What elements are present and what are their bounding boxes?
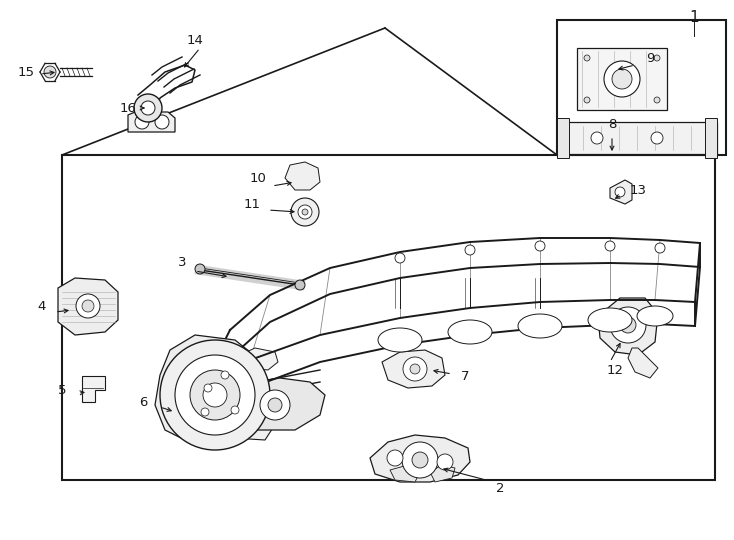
Circle shape	[260, 390, 290, 420]
Ellipse shape	[448, 320, 492, 344]
PathPatch shape	[200, 300, 695, 390]
Polygon shape	[430, 465, 455, 482]
Polygon shape	[370, 435, 470, 482]
Circle shape	[402, 442, 438, 478]
Polygon shape	[598, 298, 658, 355]
Ellipse shape	[588, 308, 632, 332]
Circle shape	[221, 371, 229, 379]
Polygon shape	[285, 162, 320, 190]
Circle shape	[403, 357, 427, 381]
Circle shape	[655, 243, 665, 253]
Circle shape	[654, 97, 660, 103]
Circle shape	[610, 307, 646, 343]
Bar	[557, 20, 726, 155]
Circle shape	[412, 452, 428, 468]
Circle shape	[268, 398, 282, 412]
Polygon shape	[175, 408, 278, 440]
Bar	[705, 118, 717, 158]
Circle shape	[134, 94, 162, 122]
Circle shape	[604, 61, 640, 97]
Text: 11: 11	[244, 199, 261, 212]
Polygon shape	[155, 335, 265, 445]
Circle shape	[201, 408, 209, 416]
Circle shape	[291, 198, 319, 226]
Polygon shape	[557, 122, 717, 154]
Circle shape	[605, 241, 615, 251]
Circle shape	[141, 101, 155, 115]
Polygon shape	[58, 278, 118, 335]
Polygon shape	[577, 48, 667, 110]
Circle shape	[387, 450, 403, 466]
Polygon shape	[225, 378, 325, 430]
Text: 8: 8	[608, 118, 616, 131]
Circle shape	[76, 294, 100, 318]
PathPatch shape	[230, 238, 700, 330]
Circle shape	[395, 253, 405, 263]
Circle shape	[135, 115, 149, 129]
Ellipse shape	[637, 306, 673, 326]
Polygon shape	[382, 350, 445, 388]
Polygon shape	[628, 348, 658, 378]
Circle shape	[410, 364, 420, 374]
Circle shape	[620, 317, 636, 333]
Polygon shape	[610, 180, 632, 204]
Circle shape	[82, 300, 94, 312]
Text: 13: 13	[630, 184, 647, 197]
Text: 7: 7	[461, 369, 469, 382]
Text: 9: 9	[646, 51, 654, 64]
Text: 10: 10	[250, 172, 266, 185]
Circle shape	[591, 132, 603, 144]
Circle shape	[204, 384, 212, 392]
Circle shape	[160, 340, 270, 450]
Polygon shape	[240, 348, 278, 370]
Circle shape	[465, 245, 475, 255]
Text: 3: 3	[178, 256, 186, 269]
Circle shape	[175, 355, 255, 435]
Text: 4: 4	[38, 300, 46, 313]
Circle shape	[231, 406, 239, 414]
Circle shape	[584, 97, 590, 103]
Text: 12: 12	[606, 363, 623, 376]
Circle shape	[437, 454, 453, 470]
Polygon shape	[390, 465, 420, 482]
Circle shape	[295, 280, 305, 290]
Circle shape	[535, 241, 545, 251]
Circle shape	[612, 69, 632, 89]
Polygon shape	[128, 112, 175, 132]
Circle shape	[190, 370, 240, 420]
Text: 2: 2	[495, 482, 504, 495]
Circle shape	[651, 132, 663, 144]
Circle shape	[302, 209, 308, 215]
Circle shape	[155, 115, 169, 129]
Circle shape	[615, 187, 625, 197]
Text: 1: 1	[689, 10, 699, 25]
Ellipse shape	[518, 314, 562, 338]
Circle shape	[44, 66, 56, 78]
Text: 14: 14	[186, 33, 203, 46]
Polygon shape	[168, 402, 262, 418]
Bar	[557, 118, 569, 158]
Text: 15: 15	[18, 65, 34, 78]
Ellipse shape	[378, 328, 422, 352]
Circle shape	[654, 55, 660, 61]
Circle shape	[584, 55, 590, 61]
Text: 6: 6	[139, 396, 148, 409]
Circle shape	[203, 383, 227, 407]
Polygon shape	[82, 376, 105, 402]
Polygon shape	[165, 385, 195, 405]
Circle shape	[195, 264, 205, 274]
Text: 16: 16	[120, 102, 137, 114]
Circle shape	[298, 205, 312, 219]
Text: 5: 5	[58, 383, 66, 396]
Bar	[62, 155, 715, 480]
